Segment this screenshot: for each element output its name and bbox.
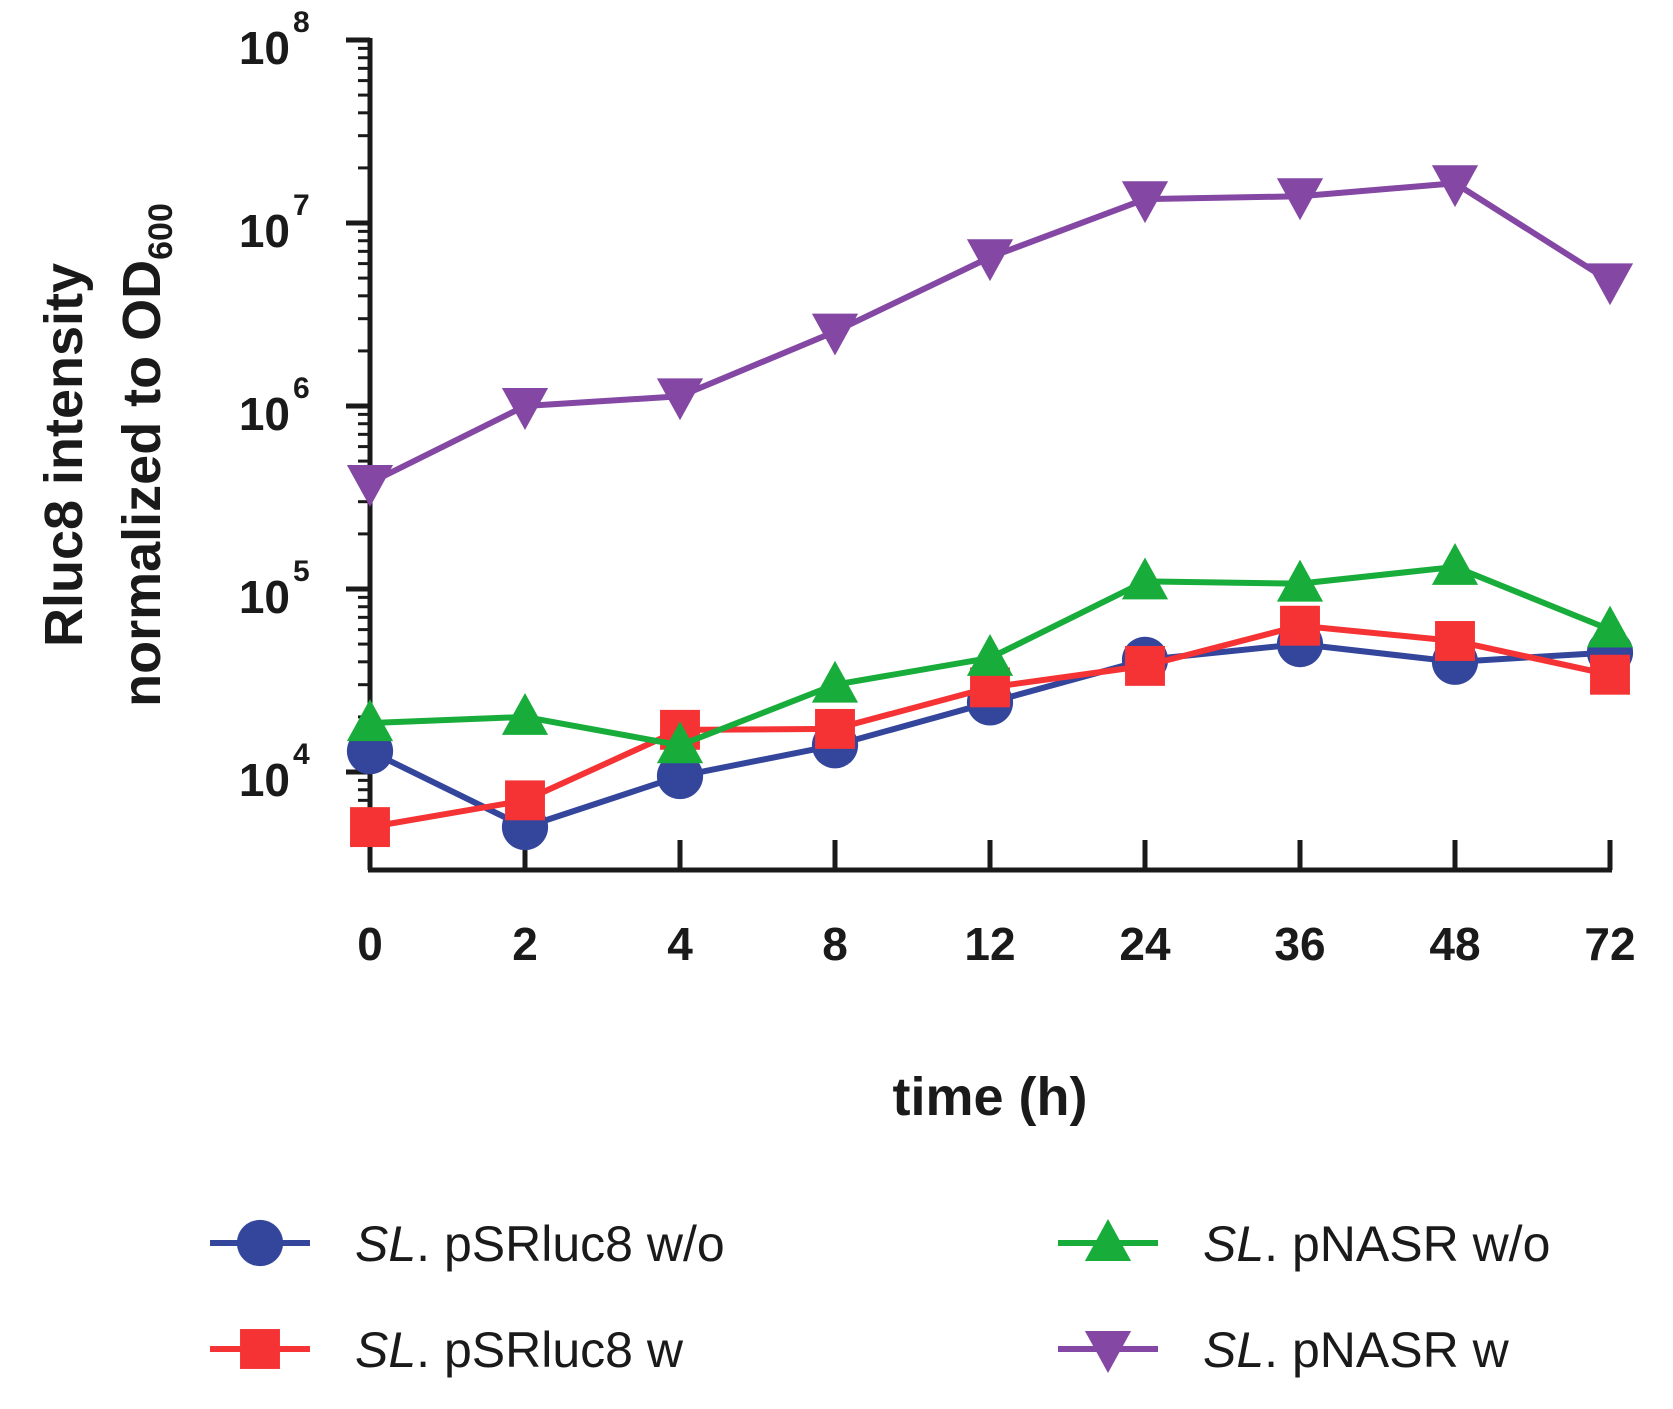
x-tick-label: 48 bbox=[1429, 918, 1480, 970]
x-axis-title: time (h) bbox=[893, 1067, 1088, 1127]
legend-label: SL. pNASR w bbox=[1203, 1322, 1510, 1378]
data-point bbox=[346, 699, 394, 742]
data-point bbox=[1435, 621, 1475, 661]
legend-item: SL. pSRluc8 w bbox=[210, 1322, 684, 1378]
data-point bbox=[1280, 605, 1320, 646]
data-point bbox=[1121, 557, 1169, 600]
series-3 bbox=[346, 165, 1634, 507]
series-line bbox=[368, 180, 1612, 486]
x-tick-label: 4 bbox=[667, 918, 693, 970]
data-point bbox=[1125, 645, 1165, 686]
y-tick-label: 10 bbox=[239, 205, 290, 257]
data-point bbox=[501, 692, 549, 735]
legend-label-prefix: SL bbox=[1203, 1216, 1264, 1272]
legend-item: SL. pNASR w bbox=[1058, 1322, 1510, 1378]
data-point bbox=[346, 464, 394, 507]
y-tick-exponent: 8 bbox=[293, 6, 310, 39]
data-point bbox=[1276, 178, 1324, 221]
y-tick-exponent: 7 bbox=[293, 189, 310, 222]
legend-marker bbox=[1084, 1331, 1132, 1373]
legend-label-prefix: SL bbox=[355, 1322, 416, 1378]
data-point bbox=[966, 239, 1014, 282]
y-tick-label: 10 bbox=[239, 22, 290, 74]
data-point bbox=[811, 660, 859, 703]
data-point bbox=[656, 378, 704, 421]
y-tick-label: 10 bbox=[239, 388, 290, 440]
legend: SL. pSRluc8 w/o SL. pSRluc8 w SL. pNASR w/… bbox=[210, 1216, 1550, 1378]
y-axis-title-line2: normalized to OD600 bbox=[112, 203, 180, 707]
data-point bbox=[1121, 181, 1169, 224]
legend-marker bbox=[1084, 1219, 1132, 1261]
data-point bbox=[1586, 605, 1634, 648]
data-point bbox=[1590, 654, 1630, 695]
data-point bbox=[656, 752, 704, 800]
y-tick-exponent: 4 bbox=[293, 738, 310, 771]
x-tick-label: 24 bbox=[1119, 918, 1171, 970]
data-point bbox=[966, 634, 1014, 676]
legend-item: SL. pSRluc8 w/o bbox=[210, 1216, 725, 1272]
y-tick-label: 10 bbox=[239, 754, 290, 806]
x-tick-label: 12 bbox=[964, 918, 1015, 970]
legend-label: SL. pNASR w/o bbox=[1203, 1216, 1550, 1272]
y-tick-exponent: 5 bbox=[293, 555, 310, 588]
data-point bbox=[811, 313, 859, 356]
legend-label-prefix: SL bbox=[1203, 1322, 1264, 1378]
data-point bbox=[656, 721, 704, 764]
legend-marker bbox=[240, 1329, 280, 1369]
y-axis-title-line1: Rluc8 intensity bbox=[34, 263, 94, 647]
data-point bbox=[1431, 165, 1479, 208]
data-point bbox=[1431, 542, 1479, 585]
data-point bbox=[1586, 263, 1634, 306]
y-tick-label: 10 bbox=[239, 571, 290, 623]
legend-label: SL. pSRluc8 w bbox=[355, 1322, 684, 1378]
y-axis-title-subscript: 600 bbox=[142, 203, 180, 260]
data-point bbox=[1276, 559, 1324, 602]
legend-marker bbox=[236, 1219, 284, 1267]
x-tick-label: 8 bbox=[822, 918, 848, 970]
x-tick-label: 2 bbox=[512, 918, 538, 970]
legend-label-prefix: SL bbox=[355, 1216, 416, 1272]
series-layer bbox=[346, 165, 1634, 851]
x-tick-label: 0 bbox=[357, 918, 383, 970]
legend-label: SL. pSRluc8 w/o bbox=[355, 1216, 725, 1272]
data-point bbox=[501, 388, 549, 430]
y-tick-exponent: 6 bbox=[293, 372, 310, 405]
legend-item: SL. pNASR w/o bbox=[1058, 1216, 1550, 1272]
x-tick-label: 72 bbox=[1584, 918, 1635, 970]
data-point bbox=[505, 780, 545, 821]
data-point bbox=[815, 708, 855, 749]
data-point bbox=[350, 807, 390, 848]
series-2 bbox=[346, 542, 1634, 764]
x-tick-label: 36 bbox=[1274, 918, 1325, 970]
